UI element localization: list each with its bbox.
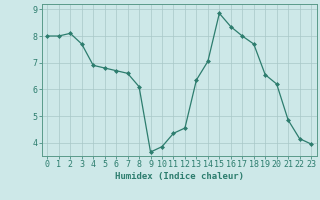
X-axis label: Humidex (Indice chaleur): Humidex (Indice chaleur) [115,172,244,181]
